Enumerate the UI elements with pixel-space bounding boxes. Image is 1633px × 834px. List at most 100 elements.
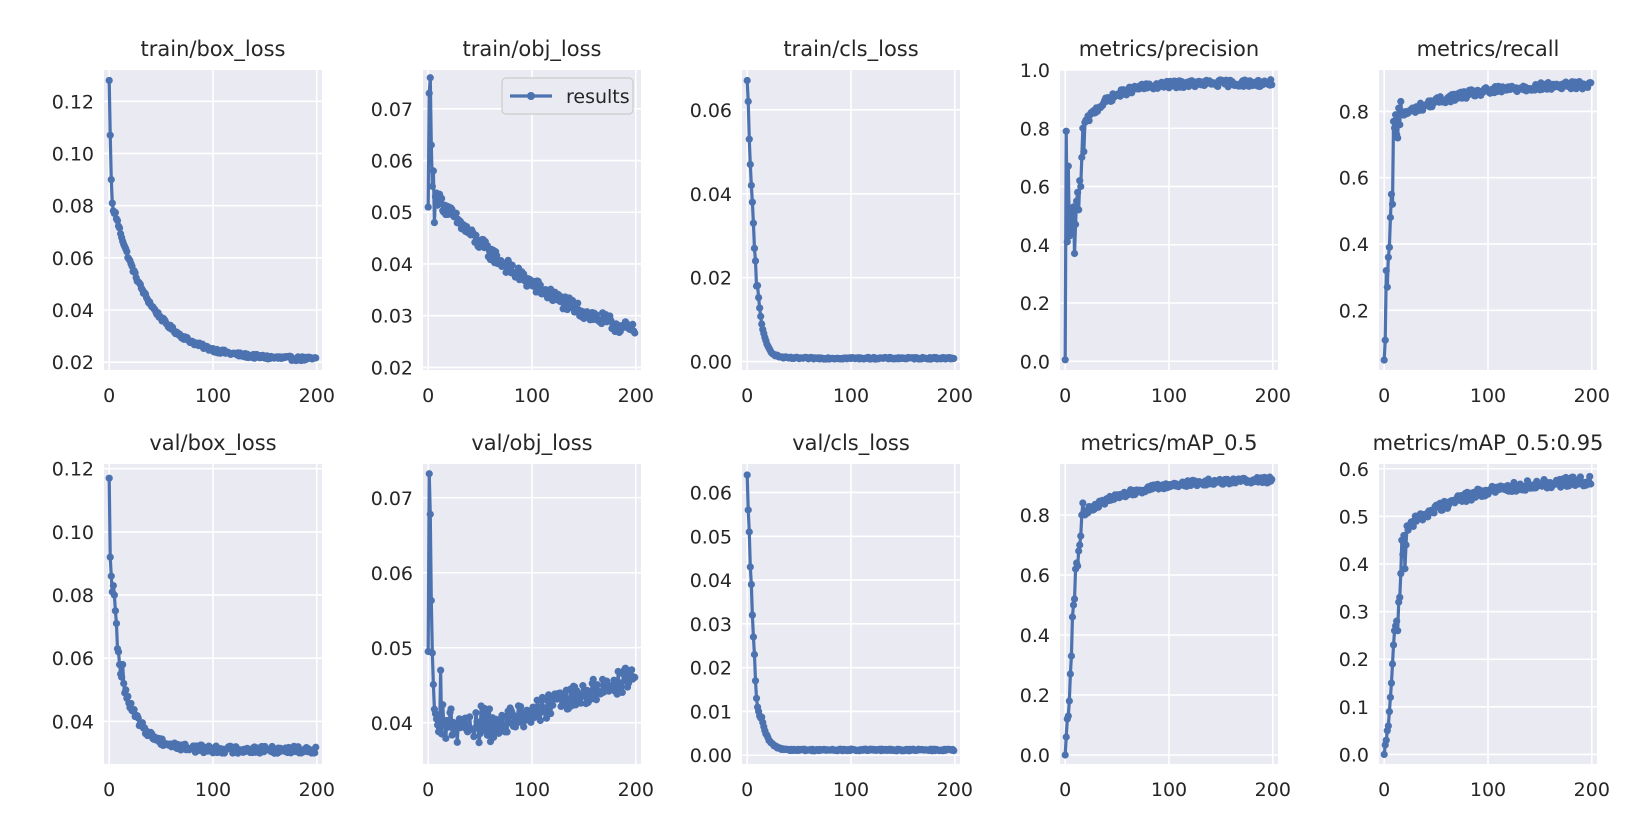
data-point <box>603 677 611 685</box>
data-point <box>1073 197 1081 205</box>
data-point <box>1401 565 1409 573</box>
y-tick-label: 0.0 <box>1339 744 1369 766</box>
y-tick-label: 0.03 <box>690 614 732 636</box>
y-tick-label: 0.07 <box>371 488 413 510</box>
y-tick-label: 0.04 <box>690 570 732 592</box>
data-point <box>1382 736 1390 744</box>
data-point <box>950 747 958 755</box>
data-point <box>105 474 113 482</box>
data-point <box>312 354 320 362</box>
data-point <box>134 714 142 722</box>
data-point <box>511 723 519 731</box>
data-point <box>1586 472 1594 481</box>
data-point <box>1061 751 1069 759</box>
data-point <box>424 203 432 211</box>
data-point <box>508 261 516 269</box>
data-point <box>1394 627 1402 635</box>
data-point <box>757 312 765 320</box>
data-point <box>1390 124 1399 132</box>
y-tick-label: 0.02 <box>690 658 732 680</box>
data-point <box>1587 79 1595 87</box>
data-point <box>492 715 500 723</box>
x-tick-label: 200 <box>618 385 654 407</box>
data-point <box>1397 97 1405 106</box>
data-point <box>452 209 460 217</box>
y-tick-label: 0.0 <box>1020 745 1050 767</box>
data-point <box>750 650 759 659</box>
data-point <box>437 666 445 674</box>
data-point <box>1385 708 1393 716</box>
data-point <box>747 181 755 189</box>
data-point <box>1383 283 1391 291</box>
data-point <box>536 716 544 725</box>
data-point <box>429 167 437 175</box>
data-point <box>1077 532 1085 540</box>
panel-title: metrics/mAP_0.5 <box>1080 431 1257 456</box>
data-point <box>1430 509 1438 517</box>
data-point <box>1386 693 1395 701</box>
data-point <box>756 304 764 312</box>
data-point <box>1074 188 1082 196</box>
panel-title: train/cls_loss <box>783 37 918 62</box>
data-point <box>577 699 585 707</box>
data-point <box>312 743 320 751</box>
x-tick-label: 100 <box>1470 385 1506 407</box>
y-tick-label: 0.05 <box>371 638 413 660</box>
y-tick-label: 0.02 <box>690 268 732 290</box>
data-point <box>1268 475 1276 484</box>
data-point <box>1397 569 1405 578</box>
y-tick-label: 0.00 <box>690 745 732 767</box>
data-point <box>1389 641 1398 649</box>
data-point <box>538 693 546 702</box>
data-point <box>743 76 751 85</box>
y-tick-label: 0.2 <box>1020 293 1050 315</box>
series-markers <box>424 470 639 747</box>
y-tick-label: 0.08 <box>52 196 94 218</box>
series-markers <box>105 474 320 757</box>
x-tick-label: 200 <box>1574 779 1610 801</box>
data-point <box>1394 134 1402 142</box>
data-point <box>1066 670 1074 678</box>
legend-label: results <box>566 86 630 108</box>
y-tick-label: 0.04 <box>371 254 413 276</box>
x-tick-label: 100 <box>1151 385 1187 407</box>
data-point <box>1380 356 1388 364</box>
data-point <box>428 182 436 190</box>
data-point <box>1387 679 1396 687</box>
data-point <box>1380 750 1388 759</box>
data-point <box>503 728 511 736</box>
data-point <box>1068 613 1077 621</box>
panel-title: train/obj_loss <box>462 37 601 62</box>
panel-train-cls-loss: train/cls_loss 0.00 0.02 0.04 0.06 0 100 200 <box>690 37 973 407</box>
data-point <box>1062 127 1070 135</box>
data-point <box>758 320 766 328</box>
y-tick-label: 0.04 <box>371 713 413 735</box>
data-point <box>1392 111 1400 119</box>
y-tick-label: 0.10 <box>52 143 94 165</box>
x-tick-label: 200 <box>937 385 973 407</box>
data-point <box>115 224 124 232</box>
data-point <box>752 694 761 702</box>
data-point <box>1067 229 1076 237</box>
x-tick-label: 0 <box>103 385 115 407</box>
y-tick-label: 0.02 <box>371 357 413 379</box>
data-point <box>1078 153 1086 161</box>
x-tick-label: 200 <box>299 385 335 407</box>
y-tick-label: 0.07 <box>371 99 413 121</box>
data-point <box>1065 697 1073 705</box>
data-point <box>1214 82 1222 91</box>
x-tick-label: 100 <box>514 779 550 801</box>
y-tick-label: 0.6 <box>1020 565 1050 587</box>
y-tick-label: 0.8 <box>1339 101 1369 123</box>
data-point <box>592 696 600 704</box>
data-point <box>574 299 582 307</box>
x-tick-label: 200 <box>1255 385 1291 407</box>
y-tick-label: 0.4 <box>1339 554 1369 576</box>
data-point <box>114 648 123 656</box>
x-tick-label: 0 <box>1378 779 1390 801</box>
data-point <box>111 607 120 615</box>
data-point <box>1382 266 1390 275</box>
panel-metrics-recall: metrics/recall 0.2 0.4 0.6 0.8 0 100 200 <box>1339 37 1610 407</box>
y-tick-label: 0.8 <box>1020 118 1050 140</box>
